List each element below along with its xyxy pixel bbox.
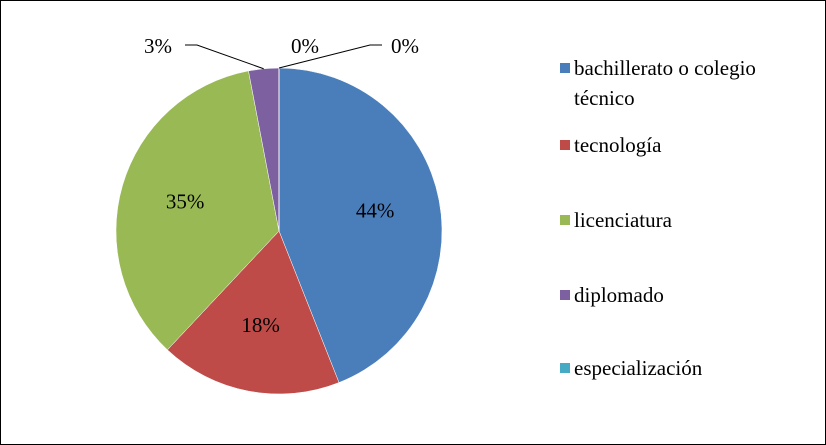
legend-item: tecnología (560, 130, 800, 160)
legend-swatch (560, 140, 570, 150)
legend-item: especialización (560, 353, 800, 383)
pie-slice (167, 230, 340, 395)
legend-swatch (560, 215, 570, 225)
legend-swatch (560, 363, 570, 373)
legend-item: licenciatura (560, 205, 800, 235)
data-label: 44% (356, 198, 395, 222)
pie-slice (115, 70, 280, 351)
legend-label: especialización (574, 356, 703, 380)
data-label: 3% (144, 34, 172, 58)
legend-label: diplomado (574, 283, 664, 307)
leader-line (278, 44, 382, 69)
data-label: 18% (241, 313, 280, 337)
legend-item: diplomado (560, 280, 800, 310)
leader-line (185, 44, 264, 70)
legend-label: tecnología (574, 133, 662, 157)
legend-label: licenciatura (574, 208, 672, 232)
legend-label: bachillerato o colegio técnico (574, 56, 756, 110)
legend-item: bachillerato o colegio técnico (560, 53, 800, 113)
data-label: 35% (166, 190, 205, 214)
pie-slice (278, 67, 443, 383)
legend-swatch (560, 63, 570, 73)
legend-swatch (560, 290, 570, 300)
data-label: 0% (291, 34, 319, 58)
data-label: 0% (391, 34, 419, 58)
